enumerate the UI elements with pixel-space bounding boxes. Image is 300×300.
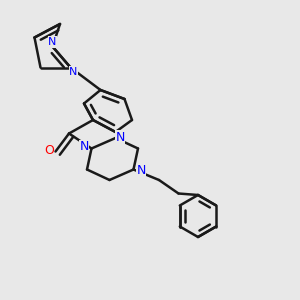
Text: N: N — [48, 37, 57, 47]
Text: N: N — [69, 67, 78, 77]
Text: N: N — [136, 164, 146, 178]
Text: O: O — [44, 143, 54, 157]
Text: N: N — [115, 131, 125, 144]
Text: N: N — [79, 140, 89, 154]
